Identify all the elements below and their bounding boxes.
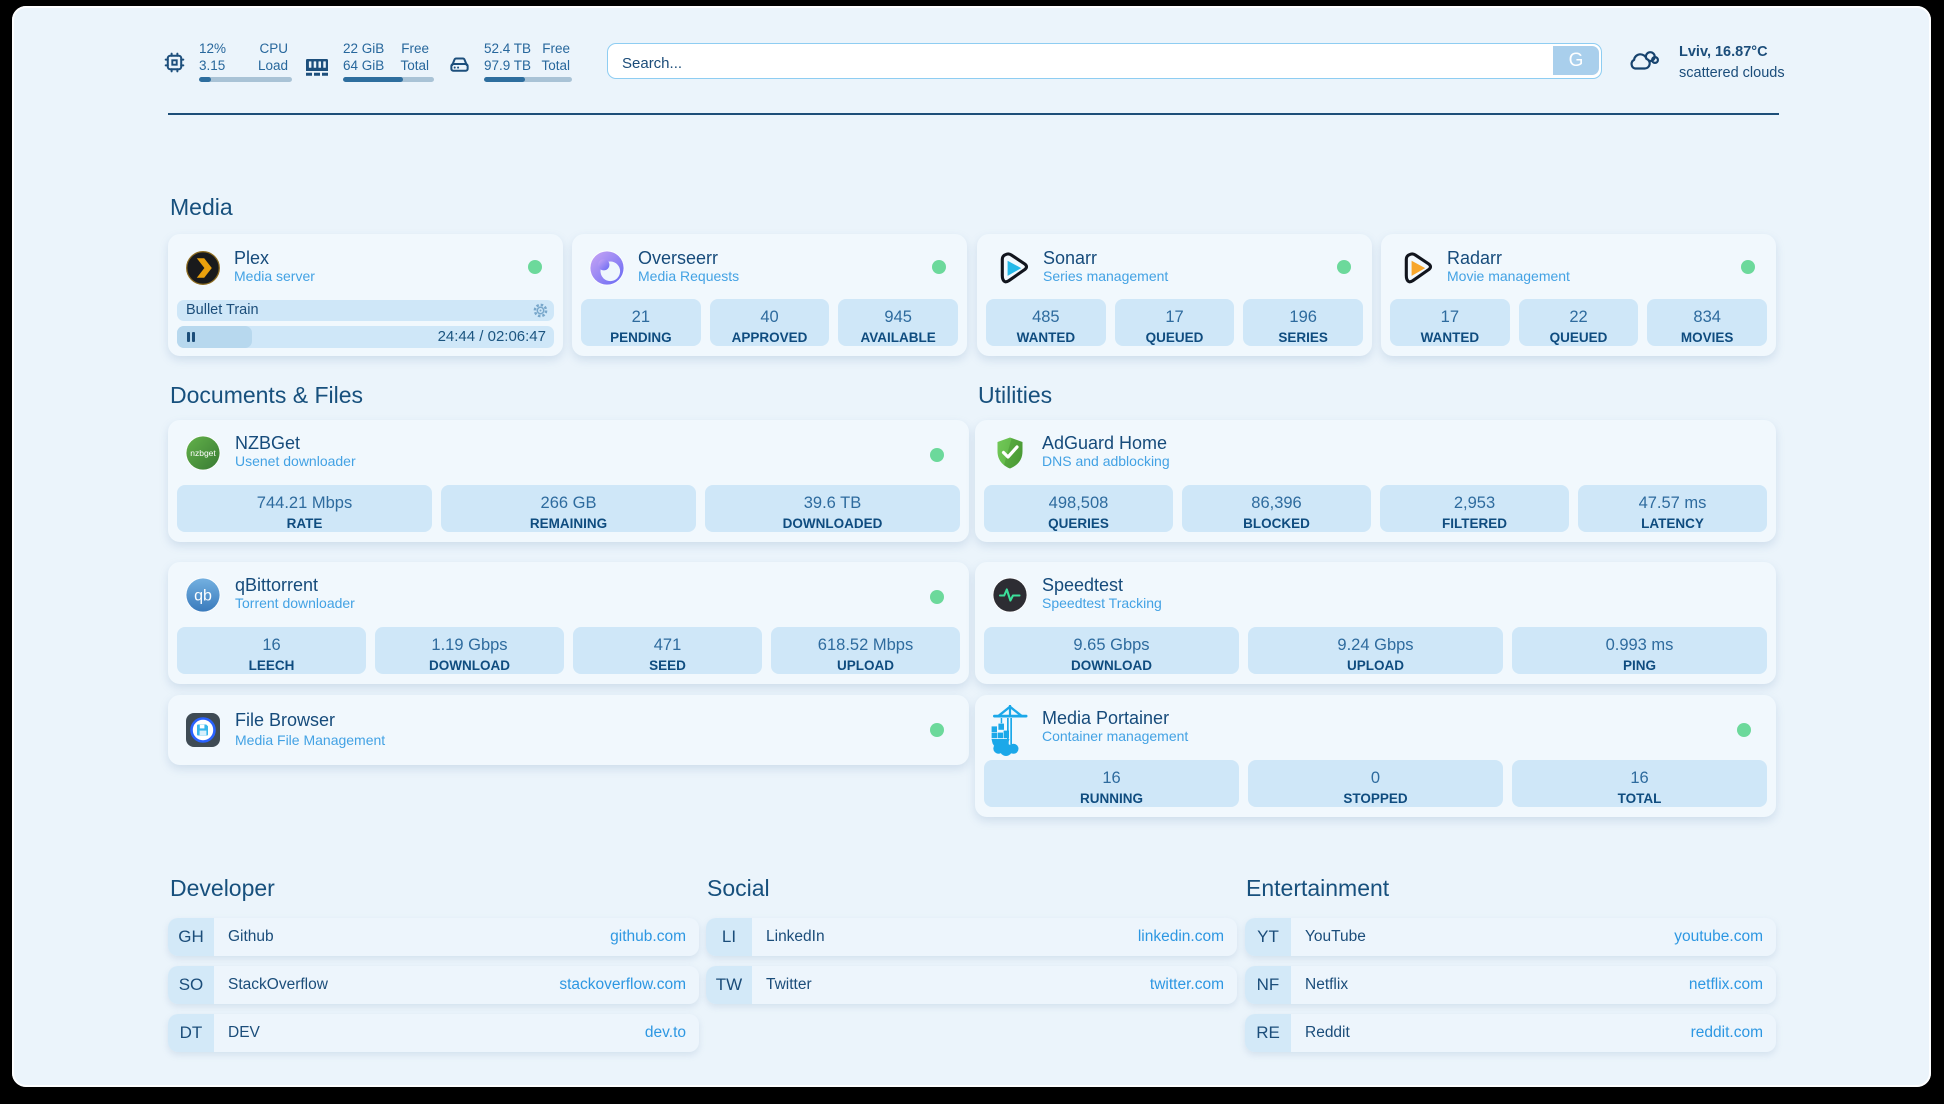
svg-text:qb: qb	[194, 588, 212, 605]
svg-text:nzbget: nzbget	[190, 448, 216, 458]
